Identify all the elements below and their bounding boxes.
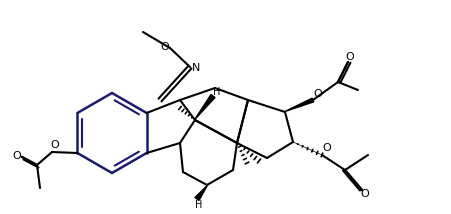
- Text: O: O: [13, 151, 21, 161]
- Text: H: H: [213, 87, 220, 97]
- Text: O: O: [322, 143, 331, 153]
- Text: H: H: [195, 200, 202, 210]
- Text: O: O: [313, 89, 322, 99]
- Text: O: O: [51, 140, 59, 150]
- Text: O: O: [360, 189, 368, 199]
- Text: O: O: [160, 42, 169, 52]
- Polygon shape: [284, 98, 313, 111]
- Text: N: N: [191, 63, 200, 73]
- Polygon shape: [194, 185, 207, 201]
- Polygon shape: [194, 95, 215, 120]
- Text: O: O: [345, 52, 354, 62]
